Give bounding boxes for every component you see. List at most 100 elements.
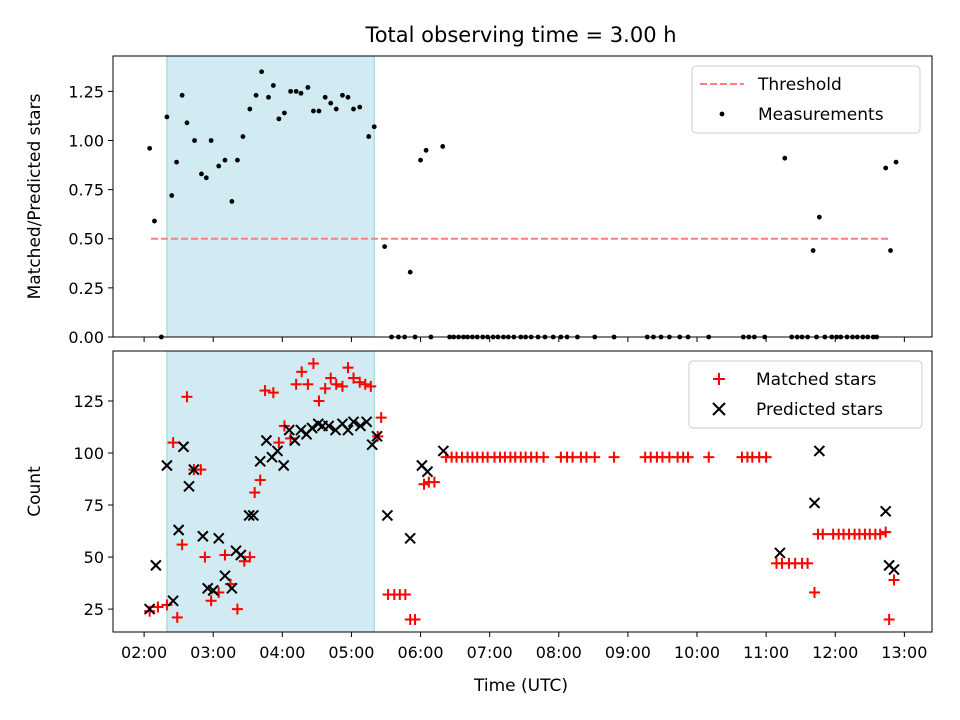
predicted-star-point — [381, 509, 394, 522]
measurement-point — [340, 92, 345, 98]
measurement-point — [174, 159, 179, 165]
x-tick-label: 06:00 — [398, 643, 444, 662]
predicted-star-point — [322, 420, 335, 432]
matched-star-point — [589, 451, 601, 463]
predicted-star-point — [161, 459, 173, 472]
measurement-point — [240, 134, 246, 139]
measurement-point — [247, 106, 253, 112]
measurement-point — [371, 124, 377, 130]
matched-star-point — [290, 378, 302, 390]
measurement-point — [888, 248, 893, 253]
measurement-point — [216, 163, 222, 169]
predicted-star-point — [213, 532, 225, 545]
x-tick-label: 11:00 — [743, 643, 789, 662]
predicted-star-point — [226, 582, 238, 594]
measurement-point — [293, 88, 299, 94]
predicted-star-point — [247, 509, 260, 522]
matched-star-point — [249, 487, 261, 499]
bottom-legend-box — [688, 360, 923, 429]
top-axes-frame — [112, 55, 933, 338]
measurement-point — [351, 106, 356, 112]
matched-star-point — [365, 380, 377, 392]
matched-star-point — [244, 551, 256, 563]
y-tick-label: 0.75 — [68, 181, 104, 200]
matched-star-point — [199, 551, 211, 563]
predicted-star-point — [197, 530, 209, 542]
matched-star-point — [428, 476, 440, 488]
predicted-star-point — [172, 524, 185, 536]
matched-star-point — [802, 557, 814, 569]
measurement-point — [816, 214, 822, 220]
measurement-point — [322, 94, 328, 100]
matched-star-point — [181, 391, 193, 403]
measurement-point — [147, 145, 153, 151]
x-tick-label: 12:00 — [812, 643, 858, 662]
legend-matched-swatch — [713, 373, 725, 385]
matched-star-point — [409, 614, 421, 626]
top-panel: 0.00 0.25 0.50 0.75 1.00 1.25 Matched/Predict… — [25, 55, 933, 347]
top-y-ticks: 0.00 0.25 0.50 0.75 1.00 1.25 — [68, 82, 113, 347]
matched-star-point — [359, 378, 371, 390]
matched-star-point — [195, 464, 207, 476]
top-x-ticks — [143, 337, 905, 342]
measurement-point — [259, 69, 264, 75]
legend-predicted-swatch — [712, 402, 726, 416]
matched-star-point — [817, 528, 829, 540]
measurement-point — [357, 104, 363, 110]
matched-star-point — [219, 549, 231, 561]
matched-star-point — [330, 378, 342, 390]
measurement-point — [282, 110, 287, 116]
matched-star-point — [354, 376, 366, 388]
measurement-point — [229, 199, 235, 204]
matched-star-point — [399, 589, 411, 601]
predicted-star-point — [437, 445, 450, 457]
y-tick-label: 0.50 — [68, 230, 104, 249]
matched-star-point — [171, 611, 183, 623]
measurement-point — [179, 92, 185, 98]
x-tick-label: 03:00 — [190, 643, 236, 662]
y-tick-label: 1.25 — [68, 82, 104, 101]
predicted-star-point — [143, 603, 156, 615]
measurement-point — [253, 92, 259, 98]
predicted-star-point — [421, 466, 434, 478]
matched-star-point — [231, 603, 243, 615]
measurement-point — [440, 143, 446, 149]
matched-star-point — [342, 362, 354, 374]
x-tick-label: 13:00 — [881, 643, 927, 662]
matched-star-point — [152, 601, 164, 613]
predicted-star-point — [360, 416, 373, 428]
matched-star-point — [144, 605, 156, 617]
legend-matched-label: Matched stars — [756, 370, 876, 390]
measurement-point — [883, 165, 889, 171]
predicted-star-point — [371, 430, 383, 443]
measurement-point — [270, 83, 276, 88]
bottom-panel: 25 50 75 100 125 02:00 03:00 04:00 05:00 06:00 07… — [25, 350, 933, 662]
predicted-star-point — [342, 424, 354, 436]
top-y-axis-label: Matched/Predicted stars — [25, 93, 45, 299]
matched-star-point — [325, 372, 337, 384]
legend-threshold-label: Threshold — [757, 75, 842, 95]
chart-title: Total observing time = 3.00 h — [364, 23, 676, 47]
top-shaded-span — [166, 55, 375, 338]
measurement-point — [328, 100, 334, 106]
predicted-star-point — [150, 559, 162, 572]
measurement-point — [418, 157, 423, 163]
predicted-star-point — [235, 549, 247, 561]
measurement-point — [382, 244, 388, 250]
predicted-star-point — [260, 434, 273, 447]
matched-star-point — [608, 451, 620, 463]
measurement-point — [298, 90, 304, 96]
x-tick-label: 10:00 — [674, 643, 720, 662]
bottom-y-ticks: 25 50 75 100 125 — [73, 392, 113, 619]
y-tick-label: 1.00 — [68, 131, 104, 150]
measurement-point — [316, 108, 322, 114]
legend-measurements-swatch — [719, 111, 725, 117]
measurement-point — [893, 159, 899, 165]
bottom-axes-frame — [112, 350, 933, 633]
measurement-point — [333, 106, 339, 112]
measurement-point — [266, 94, 271, 100]
measurement-point — [208, 138, 214, 143]
matched-star-point — [176, 539, 188, 551]
measurement-point — [184, 120, 190, 126]
